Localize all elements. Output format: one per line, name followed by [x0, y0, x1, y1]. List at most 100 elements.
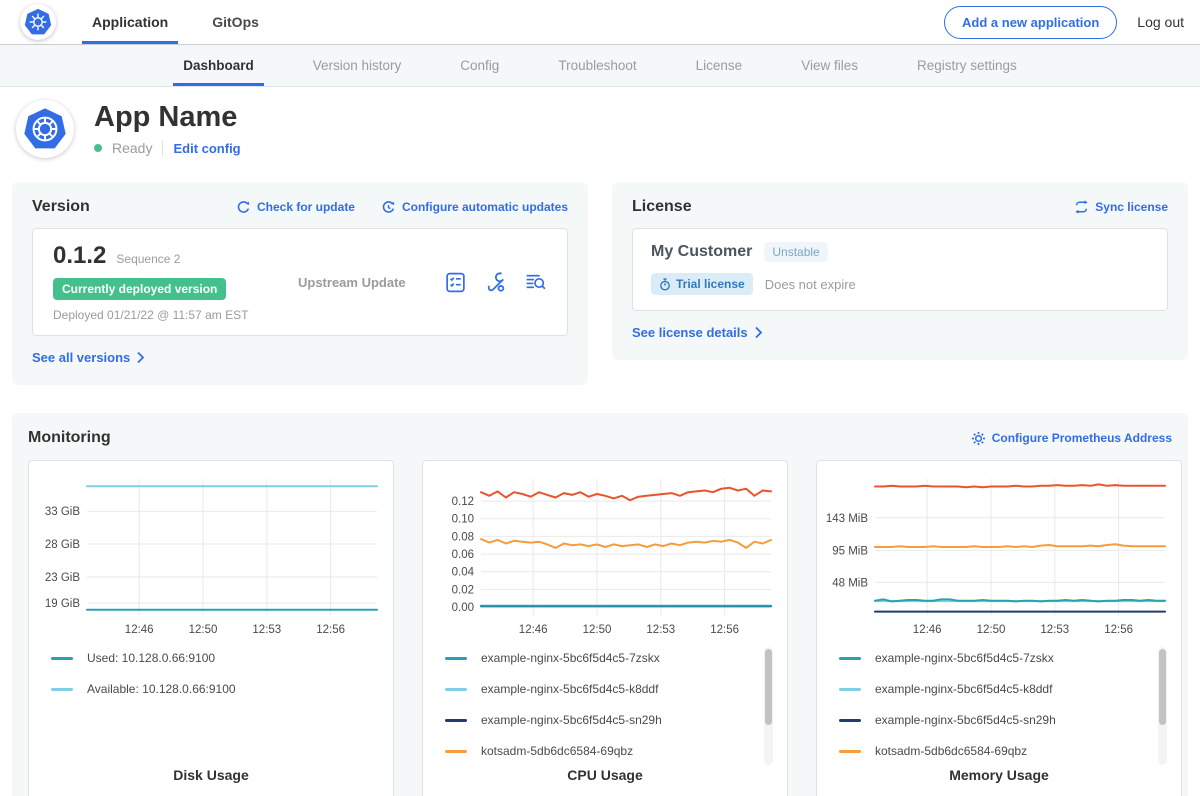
legend-item: example-nginx-5bc6f5d4c5-k8ddf	[445, 682, 763, 696]
svg-text:95 MiB: 95 MiB	[832, 545, 868, 557]
legend-item: kotsadm-5db6dc6584-69qbz	[839, 744, 1157, 758]
customer-name: My Customer	[651, 243, 752, 261]
svg-text:0.02: 0.02	[452, 584, 474, 596]
page-title: App Name	[94, 102, 241, 134]
tab-license[interactable]: License	[694, 45, 745, 86]
legend-scrollbar-track	[1158, 647, 1167, 765]
svg-text:12:53: 12:53	[252, 624, 281, 636]
legend-item: Available: 10.128.0.66:9100	[51, 682, 369, 696]
tab-view-files[interactable]: View files	[799, 45, 860, 86]
preflight-checks-icon[interactable]	[444, 271, 467, 294]
sync-license-link[interactable]: Sync license	[1074, 200, 1168, 214]
version-card: Version Check for update	[12, 182, 588, 385]
currently-deployed-badge: Currently deployed version	[53, 278, 226, 300]
svg-text:12:56: 12:56	[710, 624, 739, 636]
update-type-label: Upstream Update	[298, 275, 444, 290]
app-icon	[16, 100, 74, 158]
view-logs-icon[interactable]	[524, 271, 547, 294]
stopwatch-icon	[659, 278, 671, 291]
chart-legend-disk-usage: Used: 10.128.0.66:9100Available: 10.128.…	[35, 641, 387, 767]
legend-label: Available: 10.128.0.66:9100	[87, 682, 236, 696]
legend-item: example-nginx-5bc6f5d4c5-sn29h	[839, 713, 1157, 727]
sync-icon	[1074, 200, 1089, 214]
configure-automatic-updates-link[interactable]: Configure automatic updates	[381, 200, 568, 215]
chart-legend-cpu-usage: example-nginx-5bc6f5d4c5-7zskx example-ng…	[429, 641, 781, 767]
gear-icon	[971, 431, 986, 446]
monitoring-panel: Monitoring Configure Prometheus Address …	[12, 413, 1188, 796]
svg-text:12:56: 12:56	[316, 624, 345, 636]
legend-scrollbar-thumb[interactable]	[1159, 649, 1166, 725]
chart-plot-disk-usage: 33 GiB28 GiB23 GiB19 GiB12:4612:5012:531…	[35, 469, 387, 641]
version-number: 0.1.2	[53, 242, 106, 270]
legend-swatch	[445, 719, 467, 722]
legend-swatch	[839, 688, 861, 691]
svg-text:12:50: 12:50	[583, 624, 612, 636]
tab-config[interactable]: Config	[458, 45, 501, 86]
legend-label: kotsadm-5db6dc6584-69qbz	[875, 744, 1027, 758]
svg-text:12:56: 12:56	[1104, 624, 1133, 636]
edit-config-icon[interactable]	[484, 271, 507, 294]
legend-swatch	[51, 657, 73, 660]
svg-text:0.00: 0.00	[452, 602, 474, 614]
legend-item: example-nginx-5bc6f5d4c5-k8ddf	[839, 682, 1157, 696]
charts-row: 33 GiB28 GiB23 GiB19 GiB12:4612:5012:531…	[28, 460, 1172, 796]
license-card-title: License	[632, 198, 692, 216]
kubernetes-logo	[20, 4, 56, 40]
svg-text:23 GiB: 23 GiB	[45, 572, 80, 584]
version-sequence: Sequence 2	[116, 252, 180, 266]
svg-text:19 GiB: 19 GiB	[45, 598, 80, 610]
legend-label: example-nginx-5bc6f5d4c5-sn29h	[481, 713, 662, 727]
svg-text:0.04: 0.04	[452, 567, 475, 579]
legend-item: kotsadm-5db6dc6584-69qbz	[445, 744, 763, 758]
schedule-icon	[381, 200, 396, 215]
chart-legend-memory-usage: example-nginx-5bc6f5d4c5-7zskx example-ng…	[823, 641, 1175, 767]
kubernetes-logo-icon	[24, 8, 52, 36]
license-expiry: Does not expire	[765, 277, 856, 292]
svg-text:12:50: 12:50	[189, 624, 218, 636]
logout-link[interactable]: Log out	[1137, 14, 1184, 30]
see-license-details-link[interactable]: See license details	[632, 325, 763, 340]
svg-text:143 MiB: 143 MiB	[826, 513, 869, 525]
refresh-icon	[236, 200, 251, 215]
legend-item: example-nginx-5bc6f5d4c5-7zskx	[839, 651, 1157, 665]
ready-status-dot	[94, 144, 102, 152]
trial-license-badge: Trial license	[651, 273, 753, 295]
edit-config-link[interactable]: Edit config	[173, 141, 240, 156]
check-for-update-link[interactable]: Check for update	[236, 200, 355, 215]
legend-label: example-nginx-5bc6f5d4c5-k8ddf	[481, 682, 658, 696]
version-card-title: Version	[32, 198, 90, 216]
top-nav-tabs: Application GitOps	[88, 0, 263, 44]
legend-label: example-nginx-5bc6f5d4c5-7zskx	[481, 651, 660, 665]
app-status-text: Ready	[112, 140, 152, 156]
chart-title-memory-usage: Memory Usage	[823, 767, 1175, 787]
tab-registry-settings[interactable]: Registry settings	[915, 45, 1019, 86]
chart-card-memory-usage: 143 MiB95 MiB48 MiB12:4612:5012:5312:56e…	[816, 460, 1182, 796]
chart-title-disk-usage: Disk Usage	[35, 767, 387, 787]
svg-text:12:46: 12:46	[913, 624, 942, 636]
legend-label: example-nginx-5bc6f5d4c5-sn29h	[875, 713, 1056, 727]
legend-item: example-nginx-5bc6f5d4c5-sn29h	[445, 713, 763, 727]
current-version-card: 0.1.2 Sequence 2 Currently deployed vers…	[32, 228, 568, 336]
nav-tab-application[interactable]: Application	[88, 0, 172, 44]
svg-text:12:53: 12:53	[1040, 624, 1069, 636]
see-all-versions-link[interactable]: See all versions	[32, 350, 145, 365]
tab-version-history[interactable]: Version history	[311, 45, 404, 86]
tab-dashboard[interactable]: Dashboard	[181, 45, 256, 86]
legend-swatch	[839, 750, 861, 753]
svg-text:12:46: 12:46	[519, 624, 548, 636]
chevron-right-icon	[136, 351, 145, 364]
legend-swatch	[839, 657, 861, 660]
legend-swatch	[445, 688, 467, 691]
tab-troubleshoot[interactable]: Troubleshoot	[556, 45, 638, 86]
legend-label: kotsadm-5db6dc6584-69qbz	[481, 744, 633, 758]
monitoring-title: Monitoring	[28, 429, 111, 447]
svg-text:0.12: 0.12	[452, 496, 474, 508]
legend-scrollbar-thumb[interactable]	[765, 649, 772, 725]
nav-tab-gitops[interactable]: GitOps	[208, 0, 263, 44]
configure-prometheus-link[interactable]: Configure Prometheus Address	[971, 431, 1172, 446]
legend-item: example-nginx-5bc6f5d4c5-7zskx	[445, 651, 763, 665]
add-application-button[interactable]: Add a new application	[944, 6, 1117, 39]
license-details-card: My Customer Unstable Trial license Does …	[632, 228, 1168, 311]
kubernetes-app-icon	[23, 107, 67, 151]
channel-badge: Unstable	[764, 242, 827, 262]
